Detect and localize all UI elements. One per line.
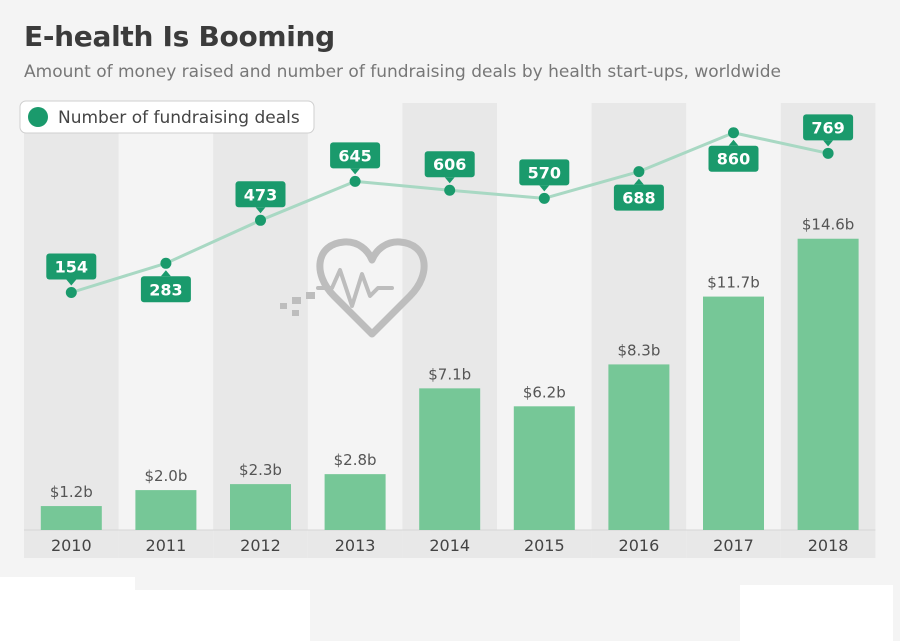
deals-callout-2014: 606	[424, 151, 475, 184]
bar-2015	[513, 406, 575, 530]
bar-series	[40, 238, 859, 531]
legend: Number of fundraising deals	[19, 100, 315, 134]
deals-label-2014: 606	[433, 155, 466, 174]
deals-callout-box	[330, 142, 381, 169]
footer-blank-right	[740, 585, 893, 641]
deals-point-2018	[822, 147, 834, 159]
bar-label-2018: $14.6b	[802, 216, 854, 234]
deals-callout-2011: 283	[140, 270, 191, 303]
deals-value-labels: 154 283 473 645 606 570 688 860 769	[46, 114, 854, 303]
deals-callout-box	[46, 253, 97, 280]
deals-callout-2016: 688	[613, 178, 664, 211]
deals-callout-2013: 645	[330, 142, 381, 175]
deals-label-2013: 645	[338, 146, 371, 165]
legend-marker	[28, 107, 48, 127]
x-tick-2014: 2014	[429, 536, 470, 555]
deals-callout-box	[803, 114, 854, 141]
deals-point-2012	[255, 214, 266, 226]
bar-2014	[419, 388, 481, 530]
bar-2013	[324, 474, 386, 530]
deals-point-2016	[633, 166, 645, 178]
deals-label-2012: 473	[244, 185, 277, 204]
deals-callout-box	[424, 151, 475, 178]
x-tick-2011: 2011	[146, 536, 187, 555]
legend-box	[19, 100, 315, 134]
x-tick-2012: 2012	[240, 536, 281, 555]
deals-callout-pointer	[633, 178, 644, 185]
axis-band	[307, 530, 403, 558]
deals-callout-pointer	[728, 139, 739, 146]
deals-label-2015: 570	[528, 163, 561, 182]
bar-2012	[230, 484, 291, 530]
x-tick-2018: 2018	[808, 536, 849, 555]
deals-point-2017	[728, 127, 739, 139]
bar-label-2013: $2.8b	[334, 451, 377, 469]
bar-label-2010: $1.2b	[50, 483, 93, 501]
axis-band	[118, 530, 214, 558]
x-tick-2015: 2015	[524, 536, 565, 555]
bar-label-2016: $8.3b	[617, 341, 660, 359]
bar-2016	[608, 364, 670, 530]
bar-label-2017: $11.7b	[707, 274, 759, 292]
bar-label-2015: $6.2b	[523, 383, 566, 401]
deals-callout-pointer	[160, 270, 171, 277]
deals-callout-pointer	[823, 140, 834, 147]
axis-band	[686, 530, 781, 558]
deals-point-2013	[349, 175, 361, 187]
deals-line-series	[65, 127, 834, 298]
bar-2010	[40, 506, 102, 530]
column-band	[213, 103, 308, 558]
deals-callout-box	[140, 276, 191, 303]
deals-callout-pointer	[255, 207, 266, 214]
bar-value-labels: $1.2b $2.0b $2.3b $2.8b $7.1b $6.2b $8.3b $11.7…	[50, 216, 854, 501]
chart-subtitle: Amount of money raised and number of fun…	[24, 62, 781, 82]
bar-2011	[135, 490, 197, 530]
x-tick-2017: 2017	[713, 536, 754, 555]
bar-2018	[797, 238, 859, 531]
x-axis-tick-labels: 2010 2011 2012 2013 2014 2015 2016 2017 2018	[51, 536, 849, 555]
bar-label-2011: $2.0b	[144, 467, 187, 485]
deals-point-2010	[65, 287, 77, 298]
x-tick-2016: 2016	[619, 536, 660, 555]
deals-label-2017: 860	[717, 150, 750, 169]
deals-label-2016: 688	[622, 189, 655, 208]
deals-point-2015	[538, 192, 550, 204]
column-band	[24, 103, 119, 558]
deals-callout-box	[519, 159, 570, 186]
bar-label-2014: $7.1b	[428, 365, 471, 383]
chart-title: E-health Is Booming	[24, 20, 335, 53]
legend-label: Number of fundraising deals	[58, 108, 300, 128]
deals-callout-pointer	[444, 177, 455, 184]
deals-callout-pointer	[539, 185, 550, 192]
deals-callout-2012: 473	[235, 181, 286, 214]
deals-callout-2018: 769	[803, 114, 854, 147]
deals-callout-box	[235, 181, 286, 208]
deals-label-2018: 769	[811, 118, 844, 137]
deals-callout-pointer	[350, 168, 361, 175]
bar-2017	[703, 296, 764, 530]
x-tick-2013: 2013	[335, 536, 376, 555]
deals-callout-2010: 154	[46, 253, 97, 286]
heart-pulse-icon	[280, 238, 428, 338]
deals-point-2014	[444, 184, 456, 196]
axis-band	[497, 530, 592, 558]
deals-point-2011	[160, 257, 172, 269]
deals-callout-2015: 570	[519, 159, 570, 192]
x-tick-2010: 2010	[51, 536, 92, 555]
deals-callout-box	[613, 184, 664, 211]
deals-callout-pointer	[66, 279, 77, 286]
deals-callout-2017: 860	[708, 139, 759, 172]
footer-blank-left	[0, 577, 135, 641]
deals-callout-box	[708, 145, 759, 172]
deals-label-2011: 283	[149, 280, 182, 299]
footer-blank-mid	[135, 590, 310, 641]
deals-label-2010: 154	[55, 258, 88, 277]
bar-label-2012: $2.3b	[239, 461, 282, 479]
